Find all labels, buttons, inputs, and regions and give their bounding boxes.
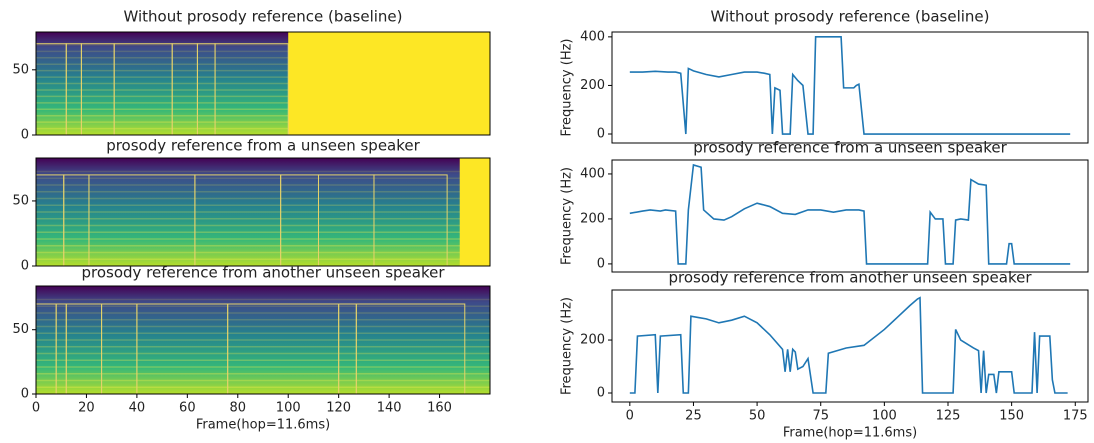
x-axis-label: Frame(hop=11.6ms) <box>783 426 917 441</box>
axes-frame <box>611 159 1089 273</box>
x-tick-label: 160 <box>427 401 452 416</box>
axes-frame <box>611 289 1089 403</box>
x-axis-label: Frame(hop=11.6ms) <box>196 418 330 433</box>
y-tick-label: 0 <box>21 387 29 402</box>
pitch-line <box>629 163 1071 265</box>
x-tick-label: 125 <box>936 409 961 424</box>
padding-region <box>288 32 490 135</box>
y-tick-label: 400 <box>580 29 605 44</box>
y-tick-label: 0 <box>597 385 605 400</box>
pitch-line <box>629 36 1071 135</box>
x-tick-label: 80 <box>230 401 247 416</box>
x-tick-label: 75 <box>812 409 829 424</box>
axes-frame <box>35 285 491 395</box>
x-tick-label: 40 <box>129 401 146 416</box>
y-tick-label: 50 <box>12 62 29 77</box>
x-tick-label: 0 <box>626 409 634 424</box>
y-tick-label: 200 <box>580 78 605 93</box>
y-axis-label: Frequency (Hz) <box>560 167 575 265</box>
x-tick-label: 0 <box>32 401 40 416</box>
axes-frame <box>35 157 491 267</box>
padding-region <box>459 158 490 266</box>
panel-title: prosody reference from another unseen sp… <box>668 269 1032 287</box>
y-tick-label: 0 <box>597 256 605 271</box>
y-tick-label: 200 <box>580 333 605 348</box>
axes-frame <box>35 31 491 136</box>
pitch-line <box>629 296 1068 394</box>
y-tick-label: 400 <box>580 166 605 181</box>
x-tick-label: 100 <box>872 409 897 424</box>
x-tick-label: 20 <box>78 401 95 416</box>
x-tick-label: 50 <box>749 409 766 424</box>
x-tick-label: 100 <box>276 401 301 416</box>
y-tick-label: 50 <box>12 193 29 208</box>
panel-title: prosody reference from a unseen speaker <box>693 139 1007 157</box>
y-tick-label: 0 <box>21 128 29 143</box>
panel-title: prosody reference from a unseen speaker <box>106 137 420 155</box>
x-tick-label: 120 <box>326 401 351 416</box>
y-axis-label: Frequency (Hz) <box>560 38 575 136</box>
spectrogram-image <box>36 158 490 266</box>
x-tick-label: 150 <box>999 409 1024 424</box>
x-tick-label: 175 <box>1063 409 1088 424</box>
y-tick-label: 0 <box>21 259 29 274</box>
y-tick-label: 200 <box>580 211 605 226</box>
panel-title: Without prosody reference (baseline) <box>710 8 989 26</box>
plot-area <box>612 160 1088 272</box>
panel-title: prosody reference from another unseen sp… <box>81 264 445 282</box>
y-tick-label: 0 <box>597 127 605 142</box>
x-tick-label: 60 <box>179 401 196 416</box>
axes-frame <box>611 31 1089 144</box>
x-tick-label: 140 <box>377 401 402 416</box>
y-axis-label: Frequency (Hz) <box>560 297 575 395</box>
plot-area <box>612 290 1088 402</box>
x-tick-label: 25 <box>685 409 702 424</box>
y-tick-label: 50 <box>12 322 29 337</box>
panel-title: Without prosody reference (baseline) <box>123 8 402 26</box>
